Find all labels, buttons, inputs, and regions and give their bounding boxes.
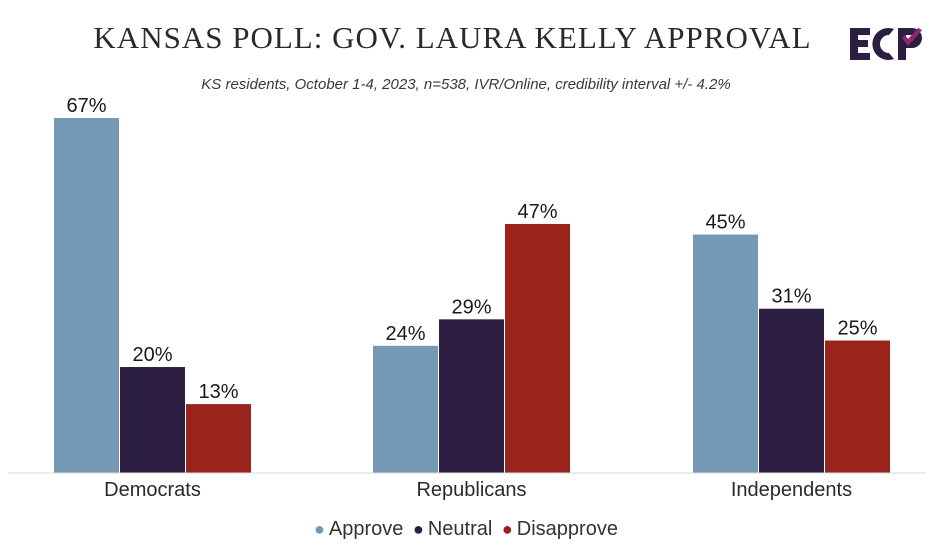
bar-republicans-neutral [439,319,504,473]
logo-letter-c [872,28,894,60]
legend-label-approve: Approve [328,518,404,540]
bar-republicans-disapprove [505,223,570,473]
bar-democrats-neutral [120,367,185,473]
legend-item-disapprove: ● Disapprove [502,518,618,541]
data-label-independents-neutral: 31% [771,286,811,308]
data-label-independents-approve: 45% [705,212,745,234]
legend: ● Approve ● Neutral ● Disapprove [0,518,932,541]
data-label-republicans-approve: 24% [385,323,425,345]
ecp-logo [850,28,922,60]
data-label-independents-disapprove: 25% [837,318,877,340]
logo-accent-mark [902,28,922,46]
data-label-democrats-neutral: 20% [132,344,172,366]
data-label-democrats-disapprove: 13% [198,381,238,403]
x-tick-label-independents: Independents [731,479,852,501]
legend-item-approve: ● Approve [314,518,403,541]
labels-layer: 67% 20% 13% 24% 29% 47% 45% 31% 25% [66,95,877,403]
chart-subtitle: KS residents, October 1-4, 2023, n=538, … [201,76,731,93]
legend-label-disapprove: Disapprove [516,518,618,540]
bar-democrats-disapprove [186,404,251,473]
x-tick-labels: Democrats Republicans Independents [104,479,852,501]
legend-label-neutral: Neutral [427,518,493,540]
bar-independents-neutral [759,308,824,473]
legend-dot-disapprove: ● [501,519,513,539]
chart-title: KANSAS POLL: GOV. LAURA KELLY APPROVAL [93,20,812,55]
x-tick-label-republicans: Republicans [416,479,526,501]
data-label-republicans-neutral: 29% [451,296,491,318]
data-label-democrats-approve: 67% [66,95,106,117]
bars-layer [54,118,890,473]
legend-dot-neutral: ● [412,519,424,539]
logo-letter-e [850,28,870,60]
x-tick-label-democrats: Democrats [104,479,201,501]
bar-independents-approve [693,234,758,473]
bar-democrats-approve [54,118,119,473]
bar-republicans-approve [373,345,438,473]
legend-dot-approve: ● [314,519,325,539]
bar-independents-disapprove [825,340,890,473]
legend-item-neutral: ● Neutral [413,518,492,541]
data-label-republicans-disapprove: 47% [517,201,557,223]
